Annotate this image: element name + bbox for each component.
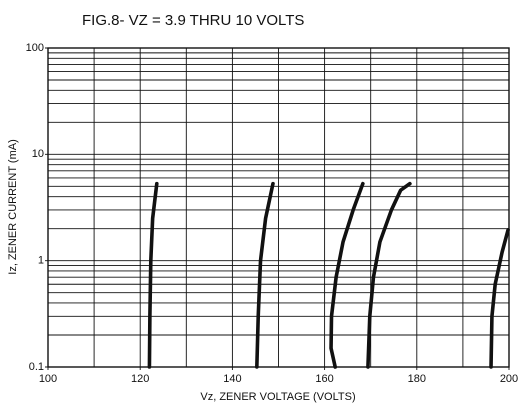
plot-frame bbox=[47, 47, 510, 368]
curve bbox=[366, 181, 412, 369]
x-tick-label: 120 bbox=[131, 373, 149, 385]
y-tick-label: 10 bbox=[32, 148, 44, 160]
chart-title: FIG.8- VZ = 3.9 THRU 10 VOLTS bbox=[82, 12, 304, 29]
curve bbox=[329, 181, 365, 369]
y-tick-label: 1 bbox=[38, 255, 44, 267]
y-tick-label: 0.1 bbox=[29, 361, 44, 373]
x-tick-label: 180 bbox=[408, 373, 426, 385]
y-axis-label: Iz, ZENER CURRENT (mA) bbox=[7, 139, 19, 274]
x-tick-label: 100 bbox=[39, 373, 57, 385]
x-tick-label: 160 bbox=[315, 373, 333, 385]
x-tick-label: 200 bbox=[500, 373, 518, 385]
x-tick-label: 140 bbox=[223, 373, 241, 385]
curve bbox=[255, 181, 275, 369]
curve bbox=[147, 181, 159, 369]
curve bbox=[489, 228, 510, 369]
x-axis-label: Vz, ZENER VOLTAGE (VOLTS) bbox=[200, 391, 355, 403]
y-tick-label: 100 bbox=[26, 42, 44, 54]
